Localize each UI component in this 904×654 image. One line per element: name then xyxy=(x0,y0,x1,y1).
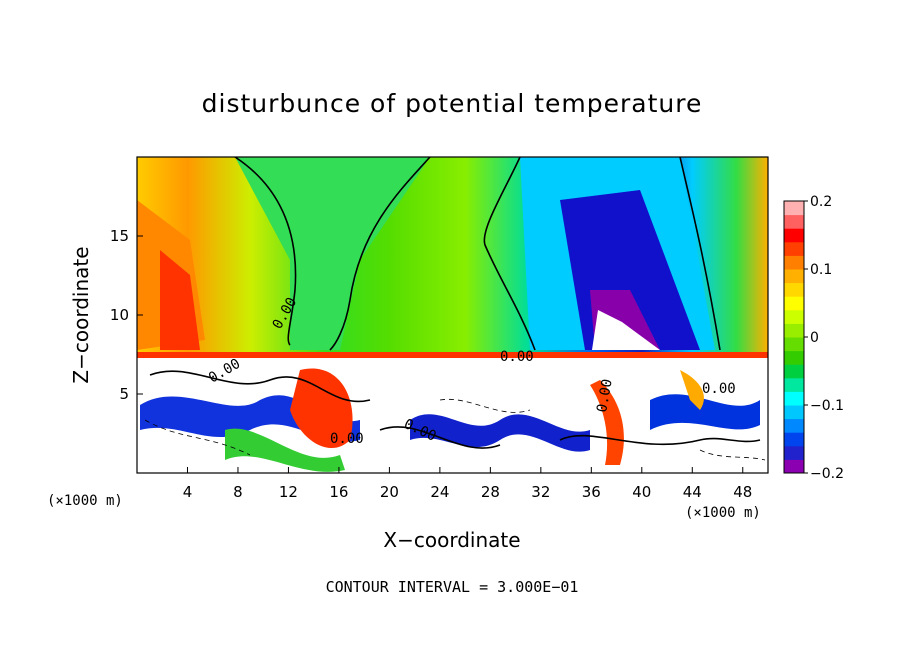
x-tick-label: 8 xyxy=(233,483,243,501)
colorbar-swatch xyxy=(784,269,804,284)
y-axis: 5 10 15 xyxy=(110,227,143,403)
x-axis: 4 8 12 16 20 24 28 32 36 40 44 48 xyxy=(183,467,752,501)
upper-plume-green xyxy=(235,157,430,350)
colorbar xyxy=(784,201,804,474)
colorbar-swatch xyxy=(784,282,804,297)
contour-interval-text: CONTOUR INTERVAL = 3.000E−01 xyxy=(326,578,579,596)
plot-area xyxy=(137,157,768,473)
x-tick-label: 28 xyxy=(481,483,500,501)
colorbar-tick-label: 0.1 xyxy=(810,262,832,278)
colorbar-swatch xyxy=(784,241,804,256)
x-tick-label: 32 xyxy=(531,483,550,501)
colorbar-swatch xyxy=(784,296,804,311)
x-tick-label: 44 xyxy=(683,483,702,501)
x-tick-label: 24 xyxy=(430,483,449,501)
x-unit-note-left: (×1000 m) xyxy=(47,493,123,509)
colorbar-swatch xyxy=(784,309,804,324)
x-tick-label: 20 xyxy=(380,483,399,501)
colorbar-swatch xyxy=(784,432,804,447)
lower-blue-right xyxy=(650,394,760,430)
x-tick-label: 16 xyxy=(329,483,348,501)
x-axis-label: X−coordinate xyxy=(383,528,520,552)
contour-label: 0.00 xyxy=(500,349,534,365)
x-unit-note-right: (×1000 m) xyxy=(685,505,761,521)
colorbar-swatch xyxy=(784,364,804,379)
colorbar-tick-label: 0.2 xyxy=(810,194,832,210)
contour-label: 0.00 xyxy=(702,381,736,397)
colorbar-swatch xyxy=(784,405,804,420)
lower-orange-right xyxy=(680,370,704,410)
colorbar-swatch xyxy=(784,337,804,352)
colorbar-tick-label: −0.1 xyxy=(810,398,844,414)
colorbar-swatch xyxy=(784,459,804,474)
colorbar-swatch xyxy=(784,323,804,338)
y-axis-label: Z−coordinate xyxy=(69,246,93,383)
upper-white-patch xyxy=(592,310,660,350)
colorbar-swatch xyxy=(784,255,804,270)
x-tick-label: 4 xyxy=(183,483,193,501)
colorbar-swatch xyxy=(784,445,804,460)
y-tick-label: 15 xyxy=(110,227,129,245)
upper-warm-left-core xyxy=(160,250,200,350)
zero-contours xyxy=(149,157,761,449)
x-tick-label: 36 xyxy=(582,483,601,501)
lower-red-burst xyxy=(290,368,353,449)
colorbar-labels: 0.2 0.1 0 −0.1 −0.2 xyxy=(804,194,844,482)
x-tick-label: 12 xyxy=(279,483,298,501)
lower-red-band-right xyxy=(590,380,624,465)
colorbar-swatch xyxy=(784,214,804,229)
colorbar-tick-label: −0.2 xyxy=(810,466,844,482)
inversion-band xyxy=(137,352,768,358)
x-tick-label: 48 xyxy=(733,483,752,501)
x-tick-label: 40 xyxy=(632,483,651,501)
colorbar-swatch xyxy=(784,391,804,406)
y-tick-label: 5 xyxy=(119,385,129,403)
colorbar-swatch xyxy=(784,350,804,365)
colorbar-swatch xyxy=(784,228,804,243)
colorbar-tick-label: 0 xyxy=(810,330,819,346)
colorbar-swatch xyxy=(784,201,804,216)
colorbar-swatch xyxy=(784,377,804,392)
dashed-contours xyxy=(144,398,766,461)
lower-green-swirl xyxy=(225,428,345,472)
chart-title: disturbunce of potential temperature xyxy=(202,89,703,118)
contour-label: 0.00 xyxy=(330,431,364,447)
contour-label: 0.00 xyxy=(594,378,616,414)
colorbar-swatch xyxy=(784,418,804,433)
y-tick-label: 10 xyxy=(110,306,129,324)
